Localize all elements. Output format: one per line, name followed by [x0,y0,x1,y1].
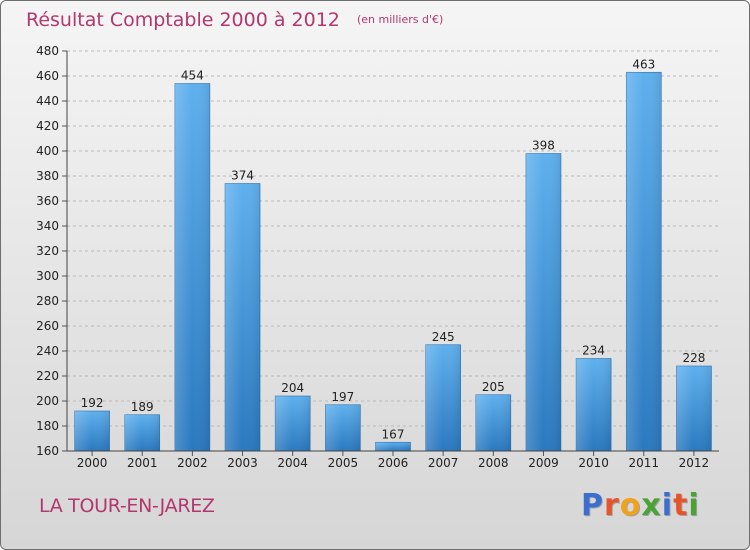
bar-shine [475,394,511,451]
y-tick-label: 300 [36,269,59,283]
value-label-2004: 204 [281,381,304,395]
x-tick-label-2003: 2003 [227,456,258,470]
x-tick-label-2002: 2002 [177,456,208,470]
x-tick-label-2005: 2005 [328,456,359,470]
value-label-2006: 167 [382,427,405,441]
y-tick-label: 360 [36,194,59,208]
value-label-2005: 197 [331,390,354,404]
value-label-2012: 228 [682,351,705,365]
grid-lines [67,50,719,427]
bar-shine [225,183,261,451]
value-label-2000: 192 [81,396,104,410]
y-tick-label: 440 [36,94,59,108]
logo-letter: o [619,488,642,523]
bar-shine [124,414,160,451]
y-tick-label: 280 [36,294,59,308]
value-label-2007: 245 [432,330,455,344]
x-tick-label-2007: 2007 [428,456,459,470]
x-tick-label-2000: 2000 [77,456,108,470]
bar-shine [626,72,662,451]
y-tick-label: 180 [36,419,59,433]
y-tick-label: 320 [36,244,59,258]
value-label-2009: 398 [532,139,555,153]
x-tick-label-2011: 2011 [628,456,659,470]
y-tick-label: 340 [36,219,59,233]
x-tick-label-2001: 2001 [127,456,158,470]
chart-subtitle: (en milliers d'€) [356,13,444,26]
bar-shine [375,442,411,451]
proxiti-logo: Proxiti [581,488,700,523]
bars: 192 189 454 374 204 197 167 245 205 398 234 463 228 [74,57,712,452]
y-tick-label: 380 [36,169,59,183]
x-tick-label-2006: 2006 [378,456,409,470]
value-label-2001: 189 [131,400,154,414]
y-tick-label: 420 [36,119,59,133]
value-label-2003: 374 [231,169,254,183]
value-label-2010: 234 [582,344,605,358]
value-label-2002: 454 [181,69,204,83]
y-tick-label: 460 [36,69,59,83]
value-label-2011: 463 [632,57,655,71]
logo-letter: P [581,488,604,523]
bar-shine [174,83,210,451]
y-tick-label: 260 [36,319,59,333]
axes: 160 180 200 220 240 260 280 300 320 340 360 380 400 4… [36,44,719,470]
logo-letter: i [661,488,674,523]
y-tick-label: 200 [36,394,59,408]
logo-letter: r [604,488,620,523]
x-tick-label-2012: 2012 [679,456,710,470]
x-tick-label-2008: 2008 [478,456,509,470]
y-tick-label: 480 [36,44,59,58]
commune-name: LA TOUR-EN-JAREZ [39,495,215,517]
value-label-2008: 205 [482,380,505,394]
y-tick-label: 400 [36,144,59,158]
bar-shine [425,344,461,451]
logo-letter: i [688,488,700,523]
bar-shine [275,396,311,451]
y-tick-label: 160 [36,444,59,458]
bar-shine [576,358,612,451]
x-tick-label-2004: 2004 [277,456,308,470]
x-tick-label-2009: 2009 [528,456,559,470]
logo-letter: t [673,488,689,523]
bar-shine [676,366,712,451]
y-tick-label: 220 [36,369,59,383]
logo-letter: x [641,488,662,523]
x-tick-label-2010: 2010 [578,456,609,470]
bar-shine [325,404,361,451]
chart-title: Résultat Comptable 2000 à 2012 [26,9,340,31]
bar-shine [74,411,110,451]
chart-heading: Résultat Comptable 2000 à 2012 (en milli… [26,9,443,31]
y-tick-label: 240 [36,344,59,358]
bar-shine [525,153,561,451]
